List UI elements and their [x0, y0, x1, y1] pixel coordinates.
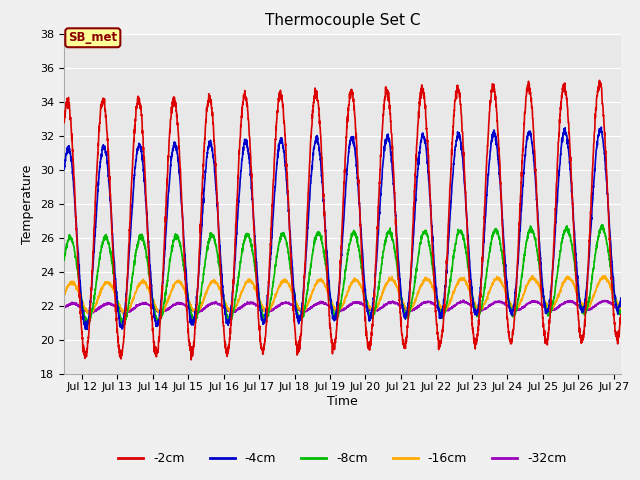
Y-axis label: Temperature: Temperature	[22, 164, 35, 244]
Text: SB_met: SB_met	[68, 31, 117, 44]
X-axis label: Time: Time	[327, 395, 358, 408]
Legend: -2cm, -4cm, -8cm, -16cm, -32cm: -2cm, -4cm, -8cm, -16cm, -32cm	[113, 447, 572, 470]
Title: Thermocouple Set C: Thermocouple Set C	[265, 13, 420, 28]
